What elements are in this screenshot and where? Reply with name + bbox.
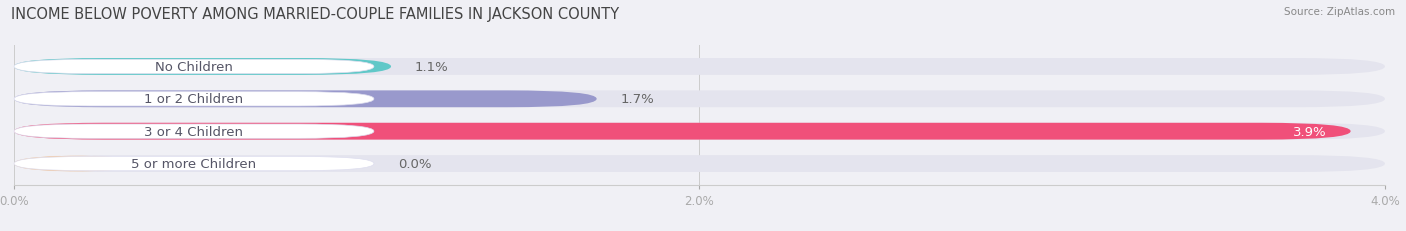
Text: 1.7%: 1.7%: [620, 93, 654, 106]
FancyBboxPatch shape: [14, 59, 391, 76]
Text: INCOME BELOW POVERTY AMONG MARRIED-COUPLE FAMILIES IN JACKSON COUNTY: INCOME BELOW POVERTY AMONG MARRIED-COUPL…: [11, 7, 620, 22]
FancyBboxPatch shape: [14, 123, 1351, 140]
Text: 3.9%: 3.9%: [1294, 125, 1327, 138]
Text: No Children: No Children: [155, 61, 233, 74]
Text: 0.0%: 0.0%: [398, 157, 432, 170]
FancyBboxPatch shape: [14, 155, 1385, 172]
FancyBboxPatch shape: [14, 123, 1385, 140]
FancyBboxPatch shape: [14, 59, 1385, 76]
FancyBboxPatch shape: [14, 155, 139, 172]
FancyBboxPatch shape: [14, 91, 596, 108]
FancyBboxPatch shape: [14, 125, 374, 139]
FancyBboxPatch shape: [14, 157, 374, 171]
FancyBboxPatch shape: [14, 91, 1385, 108]
Text: 5 or more Children: 5 or more Children: [131, 157, 256, 170]
Text: 3 or 4 Children: 3 or 4 Children: [145, 125, 243, 138]
Text: 1.1%: 1.1%: [415, 61, 449, 74]
Text: 1 or 2 Children: 1 or 2 Children: [145, 93, 243, 106]
Text: Source: ZipAtlas.com: Source: ZipAtlas.com: [1284, 7, 1395, 17]
FancyBboxPatch shape: [14, 60, 374, 74]
FancyBboxPatch shape: [14, 92, 374, 106]
